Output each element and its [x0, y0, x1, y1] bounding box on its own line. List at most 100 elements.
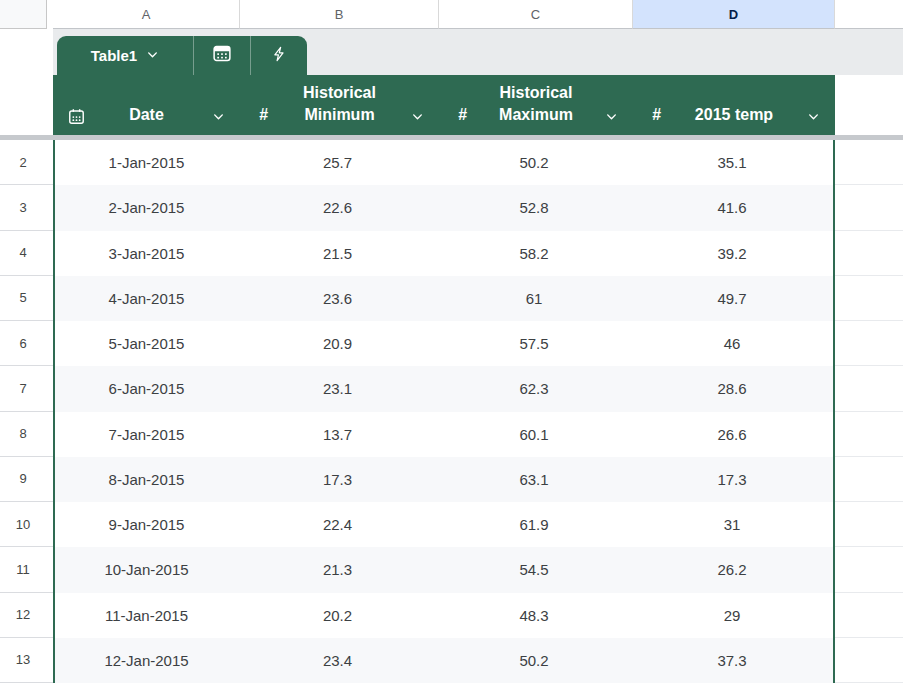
empty-gridline-cell[interactable]: [835, 502, 903, 547]
empty-gridline-cell[interactable]: [835, 231, 903, 276]
row-number-11[interactable]: 11: [0, 547, 53, 592]
cell-temp2015-row11[interactable]: 26.2: [631, 547, 833, 592]
cell-hist_max-row11[interactable]: 54.5: [437, 547, 631, 592]
table-header-date[interactable]: Date: [53, 75, 240, 135]
cell-temp2015-row13[interactable]: 37.3: [631, 638, 833, 683]
cell-date-row12[interactable]: 11-Jan-2015: [55, 593, 238, 638]
cell-date-row11[interactable]: 10-Jan-2015: [55, 547, 238, 592]
table-row: 2-Jan-201522.652.841.6: [55, 185, 833, 230]
quick-fill-button[interactable]: [250, 36, 307, 75]
cell-date-row5[interactable]: 4-Jan-2015: [55, 276, 238, 321]
cell-date-row4[interactable]: 3-Jan-2015: [55, 231, 238, 276]
column-header-b[interactable]: B: [240, 0, 439, 29]
cell-temp2015-row8[interactable]: 26.6: [631, 412, 833, 457]
cell-date-row7[interactable]: 6-Jan-2015: [55, 366, 238, 411]
cell-hist_min-row11[interactable]: 21.3: [238, 547, 437, 592]
empty-gridline-cell[interactable]: [835, 638, 903, 683]
row-number-10[interactable]: 10: [0, 502, 53, 547]
table-header-temp2015[interactable]: #2015 temp: [633, 75, 835, 135]
column-menu-chevron-icon[interactable]: [605, 110, 618, 123]
cell-date-row8[interactable]: 7-Jan-2015: [55, 412, 238, 457]
cell-hist_min-row13[interactable]: 23.4: [238, 638, 437, 683]
cell-hist_min-row9[interactable]: 17.3: [238, 457, 437, 502]
empty-gridline-cell[interactable]: [835, 140, 903, 185]
row-number-5[interactable]: 5: [0, 276, 53, 321]
table-header-hist_min[interactable]: #Historical Minimum: [240, 75, 439, 135]
row-number-3[interactable]: 3: [0, 185, 53, 230]
cell-hist_min-row5[interactable]: 23.6: [238, 276, 437, 321]
empty-gridline-cell[interactable]: [835, 593, 903, 638]
empty-gridline-cell[interactable]: [835, 276, 903, 321]
cell-date-row13[interactable]: 12-Jan-2015: [55, 638, 238, 683]
hash-icon: #: [652, 105, 661, 125]
cell-temp2015-row3[interactable]: 41.6: [631, 185, 833, 230]
column-header-filler: [835, 0, 903, 29]
cell-hist_min-row6[interactable]: 20.9: [238, 321, 437, 366]
table-row: 10-Jan-201521.354.526.2: [55, 547, 833, 592]
cell-date-row3[interactable]: 2-Jan-2015: [55, 185, 238, 230]
cell-hist_min-row2[interactable]: 25.7: [238, 140, 437, 185]
column-label: Date: [129, 104, 164, 126]
cell-date-row2[interactable]: 1-Jan-2015: [55, 140, 238, 185]
column-header-c[interactable]: C: [439, 0, 633, 29]
cell-hist_max-row9[interactable]: 63.1: [437, 457, 631, 502]
empty-gridline-cell[interactable]: [835, 457, 903, 502]
cell-hist_max-row8[interactable]: 60.1: [437, 412, 631, 457]
cell-hist_min-row4[interactable]: 21.5: [238, 231, 437, 276]
table-view-button[interactable]: [193, 36, 250, 75]
select-all-corner[interactable]: [0, 0, 47, 29]
table-row: 11-Jan-201520.248.329: [55, 593, 833, 638]
cell-hist_min-row3[interactable]: 22.6: [238, 185, 437, 230]
cell-temp2015-row10[interactable]: 31: [631, 502, 833, 547]
column-menu-chevron-icon[interactable]: [212, 110, 225, 123]
cell-hist_max-row3[interactable]: 52.8: [437, 185, 631, 230]
column-headers-row: ABCD: [53, 0, 903, 29]
table-header-hist_max[interactable]: #Historical Maximum: [439, 75, 633, 135]
right-gridline-strip: [835, 140, 903, 683]
row-number-13[interactable]: 13: [0, 638, 53, 683]
table-chip: Table1: [57, 36, 307, 75]
cell-hist_min-row12[interactable]: 20.2: [238, 593, 437, 638]
column-label: 2015 temp: [695, 104, 773, 126]
row-number-7[interactable]: 7: [0, 366, 53, 411]
empty-gridline-cell[interactable]: [835, 412, 903, 457]
row-number-8[interactable]: 8: [0, 412, 53, 457]
empty-gridline-cell[interactable]: [835, 366, 903, 411]
cell-hist_max-row7[interactable]: 62.3: [437, 366, 631, 411]
column-menu-chevron-icon[interactable]: [807, 110, 820, 123]
column-header-d[interactable]: D: [633, 0, 835, 29]
cell-hist_max-row5[interactable]: 61: [437, 276, 631, 321]
cell-date-row6[interactable]: 5-Jan-2015: [55, 321, 238, 366]
empty-gridline-cell[interactable]: [835, 321, 903, 366]
cell-temp2015-row4[interactable]: 39.2: [631, 231, 833, 276]
column-header-a[interactable]: A: [53, 0, 240, 29]
cell-temp2015-row9[interactable]: 17.3: [631, 457, 833, 502]
cell-hist_max-row13[interactable]: 50.2: [437, 638, 631, 683]
cell-date-row9[interactable]: 8-Jan-2015: [55, 457, 238, 502]
table-row: 9-Jan-201522.461.931: [55, 502, 833, 547]
table-name-menu[interactable]: Table1: [57, 36, 193, 75]
cell-hist_min-row8[interactable]: 13.7: [238, 412, 437, 457]
cell-hist_max-row10[interactable]: 61.9: [437, 502, 631, 547]
cell-temp2015-row2[interactable]: 35.1: [631, 140, 833, 185]
row-number-4[interactable]: 4: [0, 231, 53, 276]
cell-temp2015-row6[interactable]: 46: [631, 321, 833, 366]
cell-temp2015-row5[interactable]: 49.7: [631, 276, 833, 321]
row-number-12[interactable]: 12: [0, 593, 53, 638]
cell-hist_min-row10[interactable]: 22.4: [238, 502, 437, 547]
cell-hist_max-row2[interactable]: 50.2: [437, 140, 631, 185]
empty-gridline-cell[interactable]: [835, 185, 903, 230]
row-number-2[interactable]: 2: [0, 140, 53, 185]
row-number-gutter: 2345678910111213: [0, 140, 53, 683]
cell-temp2015-row7[interactable]: 28.6: [631, 366, 833, 411]
column-menu-chevron-icon[interactable]: [411, 110, 424, 123]
cell-hist_max-row12[interactable]: 48.3: [437, 593, 631, 638]
row-number-9[interactable]: 9: [0, 457, 53, 502]
cell-hist_max-row4[interactable]: 58.2: [437, 231, 631, 276]
empty-gridline-cell[interactable]: [835, 547, 903, 592]
cell-date-row10[interactable]: 9-Jan-2015: [55, 502, 238, 547]
row-number-6[interactable]: 6: [0, 321, 53, 366]
cell-hist_min-row7[interactable]: 23.1: [238, 366, 437, 411]
cell-hist_max-row6[interactable]: 57.5: [437, 321, 631, 366]
cell-temp2015-row12[interactable]: 29: [631, 593, 833, 638]
